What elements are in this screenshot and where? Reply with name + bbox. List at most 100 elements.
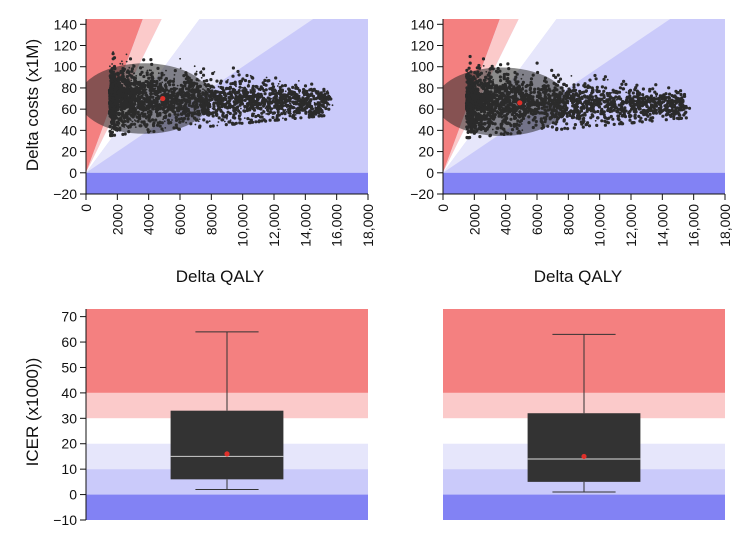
data-point <box>664 92 668 96</box>
data-point <box>284 118 287 121</box>
data-point <box>579 101 582 104</box>
data-point <box>211 114 215 118</box>
data-point <box>635 99 639 104</box>
data-point <box>609 114 613 119</box>
data-point <box>298 92 301 94</box>
data-point <box>245 107 249 111</box>
data-point <box>225 80 229 84</box>
data-point <box>216 107 219 110</box>
data-point <box>243 99 245 102</box>
data-point <box>591 113 594 116</box>
data-point <box>578 97 581 99</box>
data-point <box>624 82 628 86</box>
data-point <box>630 97 635 101</box>
data-point <box>610 101 613 103</box>
data-point <box>243 117 246 119</box>
data-point <box>283 93 287 97</box>
data-point <box>219 90 221 93</box>
data-point <box>311 93 314 96</box>
data-point <box>584 85 586 88</box>
data-point <box>609 102 613 106</box>
data-point <box>622 115 625 118</box>
data-point <box>322 89 326 93</box>
data-point <box>663 104 667 108</box>
data-point <box>629 104 633 108</box>
data-point <box>293 116 297 120</box>
data-point <box>634 86 638 90</box>
data-point <box>465 68 469 72</box>
data-point <box>477 63 481 68</box>
data-point <box>674 95 678 99</box>
data-point <box>586 85 590 90</box>
data-point <box>308 93 311 96</box>
data-point <box>667 86 671 90</box>
data-point <box>223 120 226 123</box>
data-point <box>239 122 242 125</box>
data-point <box>289 102 292 105</box>
data-point <box>610 109 614 113</box>
data-point <box>575 109 578 112</box>
data-point <box>253 112 256 115</box>
x-tick-label: 8000 <box>203 204 219 235</box>
data-point <box>279 80 281 83</box>
data-point <box>230 121 235 125</box>
data-point <box>607 101 609 103</box>
x-tick-label: 10,000 <box>235 204 251 247</box>
data-point <box>676 106 680 110</box>
data-point <box>149 58 153 62</box>
data-point <box>326 102 330 106</box>
data-point <box>626 100 630 104</box>
data-point <box>226 117 228 120</box>
data-point <box>305 89 309 93</box>
x-tick-label: 12,000 <box>266 204 282 247</box>
data-point <box>651 116 655 120</box>
data-point <box>616 92 619 95</box>
data-point <box>261 120 264 123</box>
data-point <box>651 87 655 91</box>
data-point <box>331 104 334 107</box>
data-point <box>578 89 582 93</box>
data-point <box>583 113 587 117</box>
data-point <box>588 94 592 98</box>
data-point <box>125 53 128 56</box>
data-point <box>208 120 211 123</box>
data-point <box>265 113 268 115</box>
data-point <box>672 116 675 118</box>
data-point <box>249 89 252 91</box>
data-point <box>229 119 232 121</box>
data-point <box>614 104 616 107</box>
data-point <box>301 100 304 102</box>
data-point <box>300 103 304 107</box>
data-point <box>209 93 212 96</box>
data-point <box>575 97 579 101</box>
data-point <box>195 70 198 73</box>
data-point <box>265 84 268 87</box>
data-point <box>596 90 599 93</box>
data-point <box>586 121 590 125</box>
data-point <box>667 99 670 102</box>
data-point <box>259 87 262 90</box>
data-point <box>296 97 298 100</box>
data-point <box>267 100 271 104</box>
data-point <box>248 118 251 121</box>
data-point <box>274 94 277 97</box>
data-point <box>276 85 279 87</box>
data-point <box>259 89 262 92</box>
data-point <box>645 105 649 109</box>
data-point <box>588 78 592 82</box>
data-point <box>223 92 227 96</box>
data-point <box>258 95 261 98</box>
data-point <box>641 93 645 97</box>
data-point <box>254 120 258 124</box>
data-point <box>607 102 611 107</box>
data-point <box>310 115 314 119</box>
data-point <box>111 63 113 65</box>
mean-marker <box>160 95 166 102</box>
data-point <box>112 51 114 53</box>
data-point <box>232 104 234 107</box>
data-point <box>251 100 253 103</box>
data-point <box>282 108 285 111</box>
data-point <box>276 108 279 110</box>
data-point <box>671 102 674 105</box>
